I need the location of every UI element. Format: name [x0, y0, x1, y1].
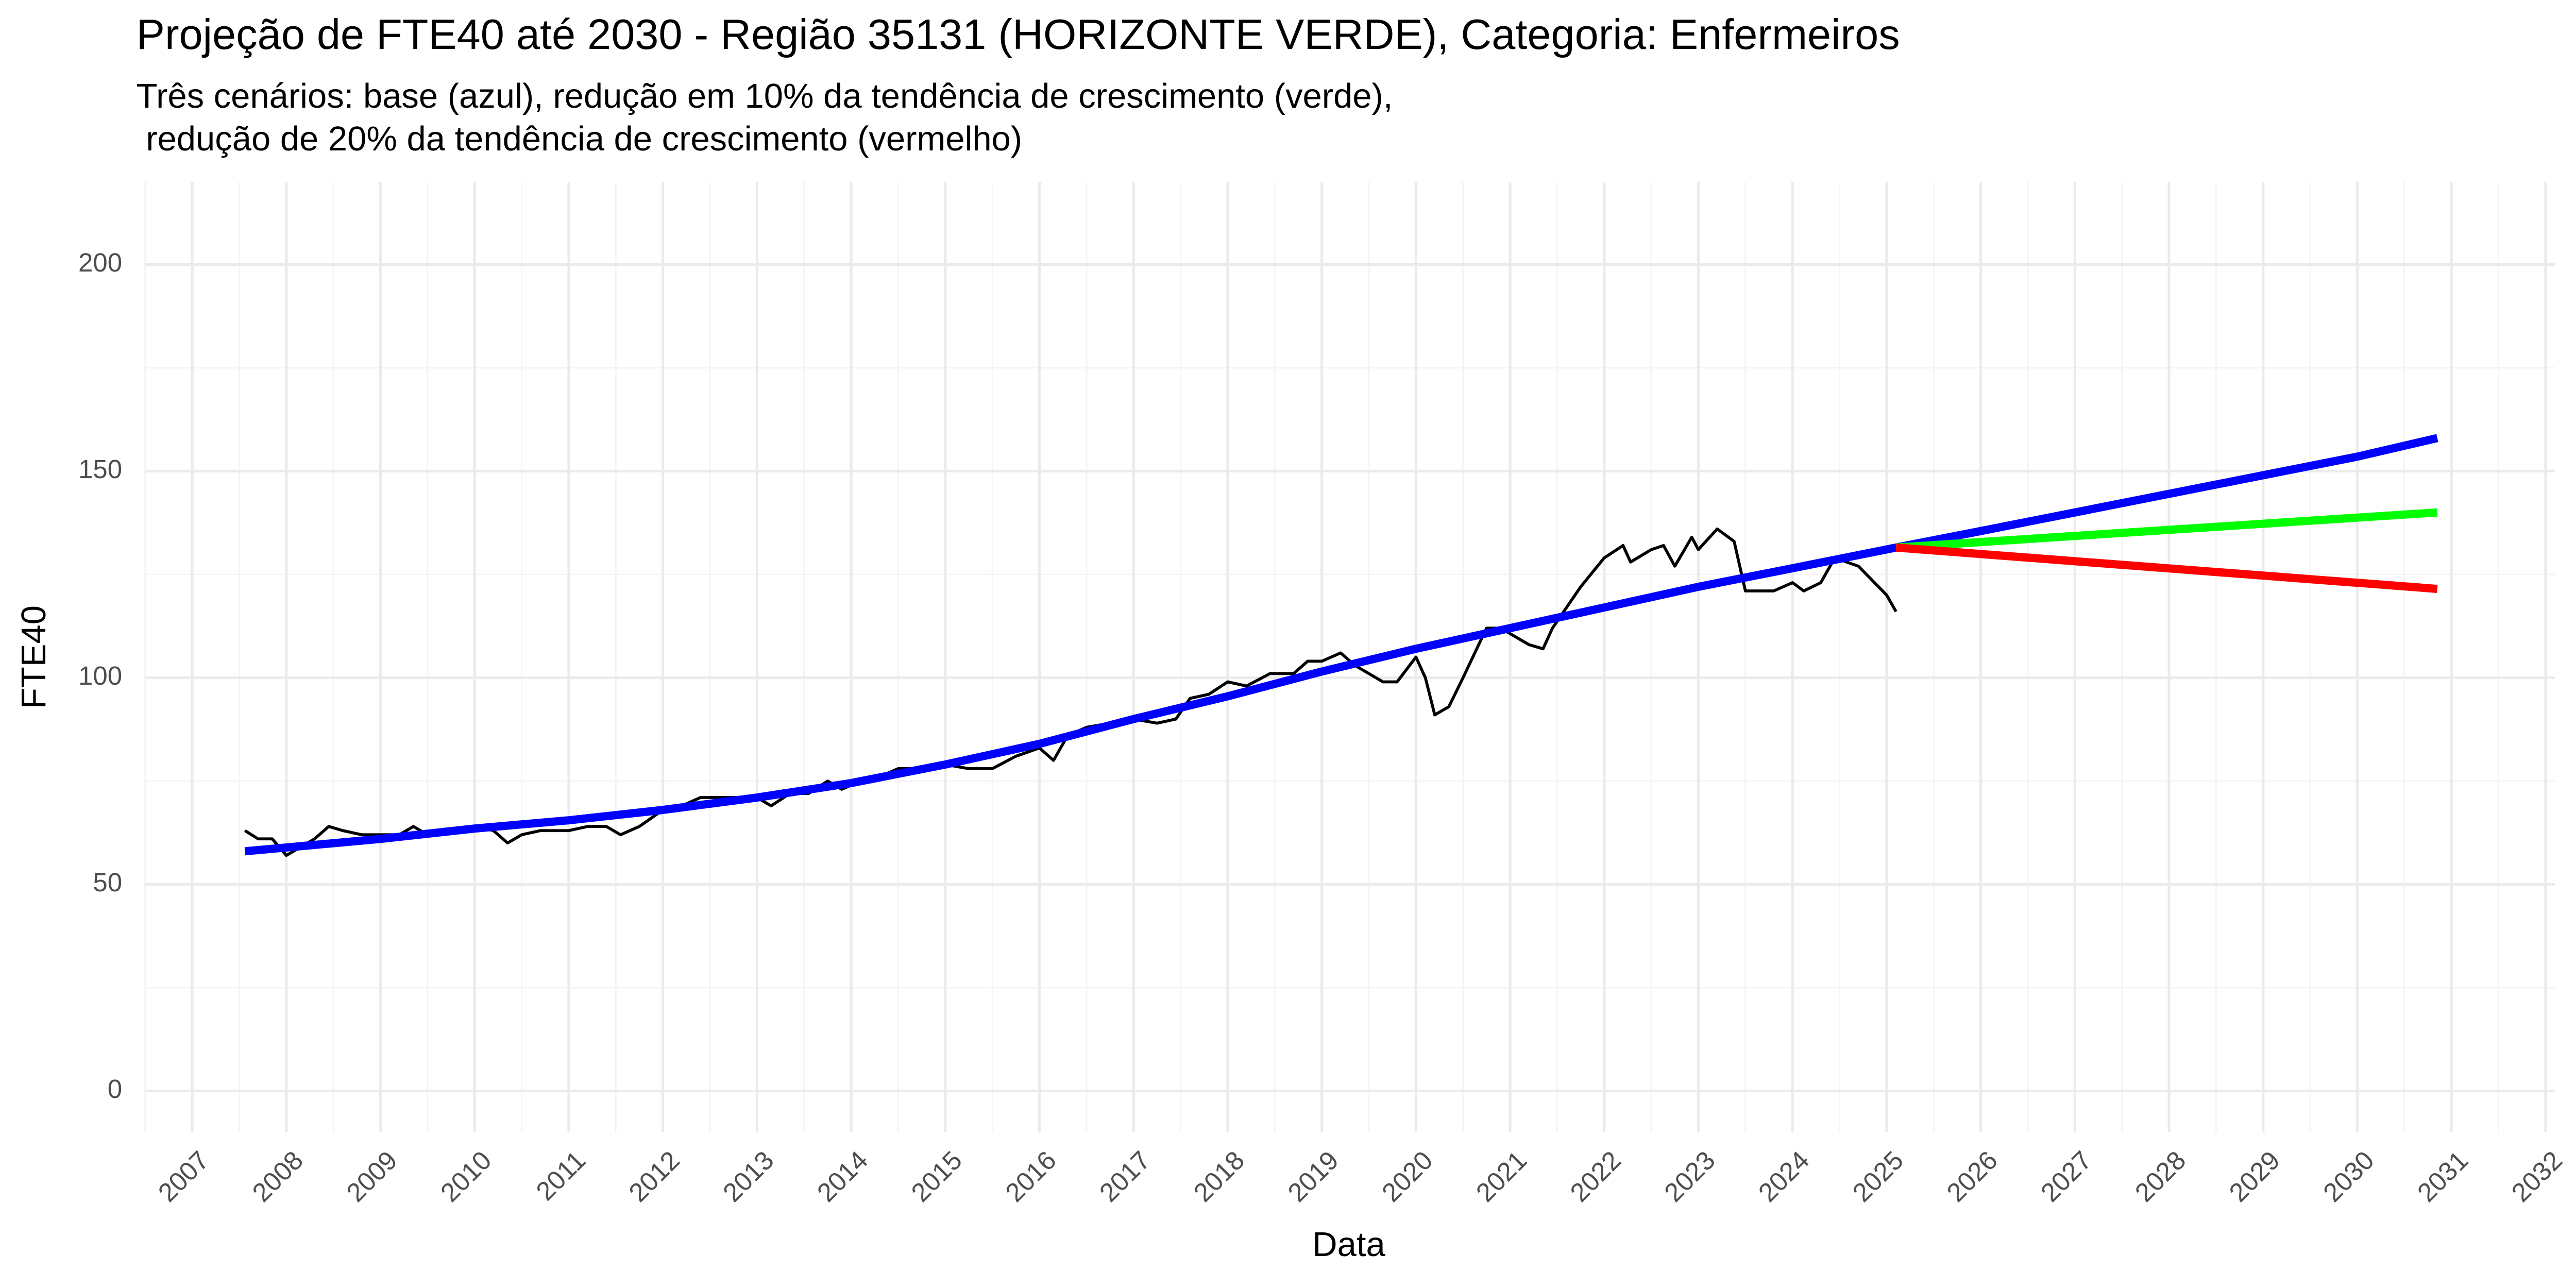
- series-line: [1895, 508, 2438, 552]
- y-tick-label: 150: [78, 454, 122, 484]
- series-line: [244, 434, 2438, 856]
- y-tick-label: 50: [93, 868, 122, 897]
- series-line: [1895, 543, 2438, 593]
- y-axis-title: FTE40: [14, 605, 53, 709]
- y-tick-label: 0: [108, 1074, 122, 1104]
- chart-title: Projeção de FTE40 até 2030 - Região 3513…: [137, 10, 1900, 58]
- chart-subtitle: Três cenários: base (azul), redução em 1…: [137, 77, 1393, 115]
- y-tick-label: 100: [78, 661, 122, 690]
- y-tick-label: 200: [78, 248, 122, 277]
- chart-subtitle: redução de 20% da tendência de crescimen…: [137, 120, 1022, 158]
- x-axis-title: Data: [1312, 1225, 1385, 1264]
- plot-area: [244, 434, 2438, 857]
